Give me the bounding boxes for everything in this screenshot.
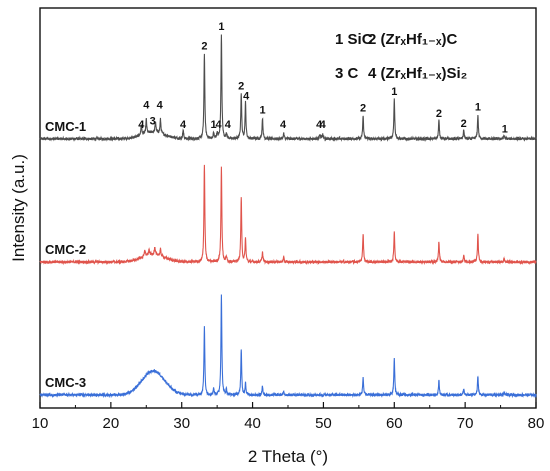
x-tick-label: 60 — [386, 415, 403, 432]
peak-label: 2 — [201, 40, 207, 52]
peak-label: 4 — [316, 119, 323, 131]
peak-label: 1 — [259, 105, 265, 117]
x-tick-label: 30 — [173, 415, 190, 432]
peak-label: 4 — [320, 119, 327, 131]
peak-label: 3 — [150, 116, 156, 128]
legend-entry-4: 4 (ZrₓHf₁₋ₓ)Si₂ — [368, 65, 467, 82]
peak-label: 4 — [157, 99, 164, 111]
peak-label: 4 — [138, 119, 145, 131]
peak-label: 4 — [225, 119, 232, 131]
legend-phase: (ZrₓHf₁₋ₓ)C — [381, 31, 458, 48]
series-labels: CMC-1 CMC-2 CMC-3 — [45, 119, 86, 390]
peak-label: 1 — [391, 86, 397, 98]
peak-label: 1 — [211, 119, 217, 131]
x-tick-label: 80 — [528, 415, 545, 432]
legend-phase: C — [348, 65, 359, 82]
legend-phase: (ZrₓHf₁₋ₓ)Si₂ — [381, 65, 468, 82]
legend-entry-3: 3 C — [335, 65, 359, 82]
peak-label: 4 — [143, 99, 150, 111]
x-axis-title: 2 Theta (°) — [248, 447, 328, 466]
peak-label: 2 — [360, 103, 366, 115]
peak-label: 1 — [218, 21, 224, 33]
x-ticks: 10 20 30 40 50 60 70 80 — [32, 402, 545, 432]
peak-label: 2 — [238, 81, 244, 93]
series-line-CMC-1 — [39, 34, 537, 142]
legend-id: 2 — [368, 31, 381, 48]
peak-label: 2 — [436, 108, 442, 120]
peak-label: 1 — [502, 123, 508, 135]
legend-id: 4 — [368, 65, 381, 82]
series-label-CMC-3: CMC-3 — [45, 375, 86, 390]
y-axis-title: Intensity (a.u.) — [9, 154, 28, 262]
series-layer — [39, 34, 537, 399]
peak-label: 4 — [280, 119, 287, 131]
legend-id: 3 — [335, 65, 348, 82]
series-label-CMC-2: CMC-2 — [45, 242, 86, 257]
legend-entry-1: 1 SiC — [335, 31, 373, 48]
peak-label: 4 — [243, 91, 250, 103]
peak-label: 4 — [216, 119, 223, 131]
peak-label: 4 — [180, 119, 187, 131]
series-label-CMC-1: CMC-1 — [45, 119, 86, 134]
x-tick-label: 20 — [103, 415, 120, 432]
legend-id: 1 — [335, 31, 348, 48]
legend-entry-2: 2 (ZrₓHf₁₋ₓ)C — [368, 31, 457, 48]
x-tick-label: 50 — [315, 415, 332, 432]
series-line-CMC-3 — [39, 294, 537, 399]
series-line-CMC-2 — [39, 164, 537, 266]
peak-label: 1 — [475, 102, 481, 114]
x-tick-label: 70 — [457, 415, 474, 432]
legend-phase: SiC — [348, 31, 373, 48]
x-tick-label: 40 — [244, 415, 261, 432]
peak-label: 2 — [461, 118, 467, 130]
x-tick-label: 10 — [32, 415, 49, 432]
